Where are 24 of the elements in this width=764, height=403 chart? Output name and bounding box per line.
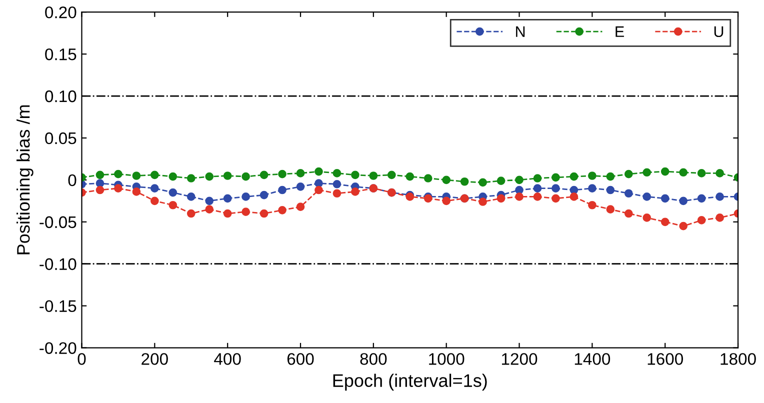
x-tick-label: 1000 <box>429 353 464 365</box>
x-tick-label: 800 <box>360 353 387 365</box>
x-tick-label: 600 <box>287 353 314 365</box>
legend-label: N <box>516 26 525 37</box>
y-tick-label: -0.10 <box>40 258 76 270</box>
x-tick-label: 0 <box>78 353 86 365</box>
y-tick-label: 0.05 <box>45 132 76 144</box>
x-tick-label: 1400 <box>574 353 610 365</box>
x-tick-label: 1200 <box>502 353 538 365</box>
y-axis-title: Positioning bias /m <box>16 105 34 254</box>
y-tick-label: -0.05 <box>40 216 76 228</box>
x-tick-label: 200 <box>142 353 168 365</box>
y-tick-label: 0.20 <box>45 6 76 18</box>
x-tick-label: 1600 <box>648 353 683 365</box>
y-tick-label: 0 <box>68 174 76 186</box>
x-tick-label: 1800 <box>720 353 756 365</box>
y-tick-label: -0.20 <box>40 342 76 354</box>
y-tick-label: -0.15 <box>40 300 76 312</box>
x-tick-label: 400 <box>214 353 241 365</box>
y-tick-label: 0.10 <box>45 90 76 102</box>
legend-label: E <box>616 26 624 37</box>
legend-label: U <box>714 26 724 38</box>
y-tick-label: 0.15 <box>45 48 76 60</box>
x-axis-title: Epoch (interval=1s) <box>333 374 487 391</box>
